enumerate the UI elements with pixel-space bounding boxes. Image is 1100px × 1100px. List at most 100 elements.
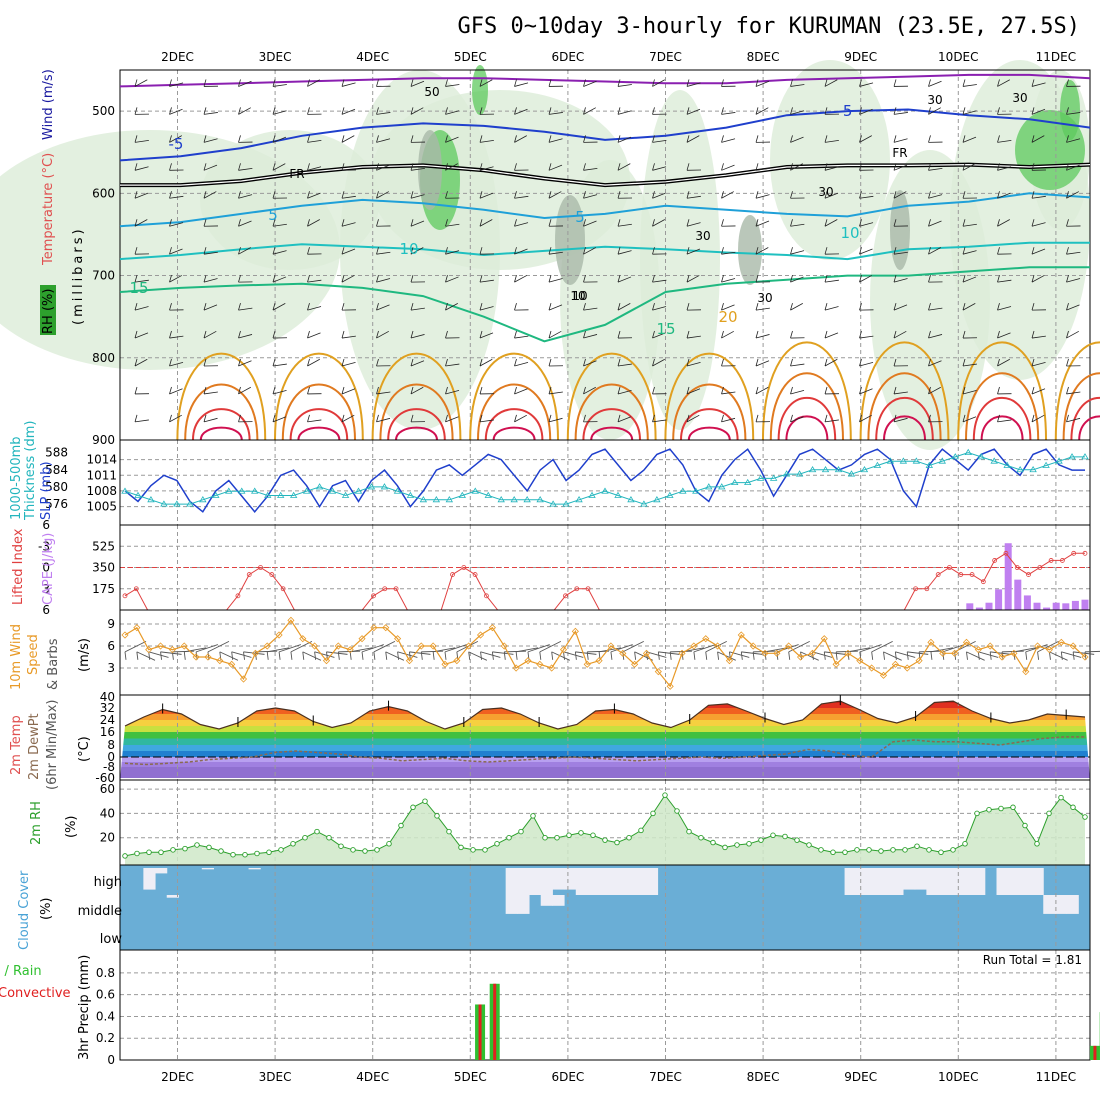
wind-barb bbox=[790, 276, 804, 283]
wind-barb-flag bbox=[238, 79, 241, 87]
cloud-clear-cell bbox=[540, 895, 553, 906]
wind-barb-flag bbox=[238, 302, 241, 311]
wind-barb bbox=[1031, 82, 1046, 87]
temp-band bbox=[120, 745, 1090, 751]
wind-barb-flag bbox=[376, 330, 379, 339]
li-tick-label: -3 bbox=[38, 539, 50, 553]
wind-barb-flag bbox=[657, 651, 660, 660]
rh-marker bbox=[266, 849, 272, 856]
wind-barb-flag bbox=[997, 247, 1000, 255]
wind-speed-marker bbox=[654, 668, 662, 676]
wind-barb bbox=[548, 251, 563, 255]
cloud-clear-cell bbox=[1008, 868, 1021, 895]
wind-barb-flag bbox=[514, 135, 517, 143]
rh-marker bbox=[782, 833, 788, 840]
wind-barb-flag bbox=[686, 219, 690, 227]
wind-barb bbox=[203, 112, 218, 115]
wind-barb bbox=[376, 391, 391, 395]
rh-marker bbox=[1070, 804, 1076, 811]
wind-barb bbox=[824, 166, 839, 171]
wind-barb-flag bbox=[893, 302, 897, 311]
rh-marker bbox=[278, 847, 284, 853]
wind-barb bbox=[1031, 222, 1046, 227]
panel-cloud-cover bbox=[119, 864, 1091, 951]
thickness-marker bbox=[743, 478, 752, 486]
wind-barb-flag bbox=[755, 219, 759, 227]
wind-barb-flag bbox=[376, 219, 379, 227]
wind-barb-flag bbox=[203, 247, 207, 255]
cloud-clear-cell bbox=[645, 868, 659, 895]
isotherm-label: 15 bbox=[656, 320, 675, 338]
wind-barb-flag bbox=[548, 330, 552, 339]
wind-barb bbox=[203, 330, 217, 339]
wind-barb-flag bbox=[686, 386, 690, 395]
wind-barb bbox=[445, 223, 460, 227]
cloud-clear-cell bbox=[505, 895, 518, 914]
rh-marker bbox=[410, 804, 416, 811]
wind-speed-marker bbox=[334, 642, 342, 650]
wind-barb bbox=[134, 166, 149, 171]
wind-barb-flag bbox=[617, 163, 621, 171]
wind-barb bbox=[361, 644, 384, 653]
wind-barb bbox=[548, 391, 563, 395]
p1-temp-label: Temperature (°C) bbox=[41, 153, 56, 266]
wind-barb bbox=[928, 107, 941, 115]
wind-barb-flag bbox=[824, 302, 828, 311]
wind-barb-flag bbox=[824, 79, 828, 87]
wind-barb bbox=[160, 651, 182, 655]
lifted-index-marker bbox=[563, 593, 568, 599]
wind-barb bbox=[575, 651, 597, 655]
bottom-day-label: 7DEC bbox=[649, 1070, 682, 1084]
rh-marker bbox=[986, 806, 992, 813]
wind-barb-flag bbox=[721, 275, 724, 283]
wind-barb bbox=[893, 417, 908, 423]
wind-barb-flag bbox=[859, 135, 862, 143]
isotherm-warm-arch bbox=[484, 408, 544, 441]
temp-band bbox=[120, 767, 1090, 778]
rh-marker bbox=[878, 848, 884, 854]
wind-barb bbox=[652, 219, 665, 227]
wind-barb-flag bbox=[962, 107, 966, 115]
wind-barb-flag bbox=[977, 651, 980, 660]
isotherm-warm-arch bbox=[184, 383, 259, 441]
wind-barb bbox=[893, 391, 908, 395]
wind-barb bbox=[859, 135, 872, 143]
cape-bar bbox=[1004, 543, 1012, 610]
thickness-marker bbox=[445, 496, 454, 503]
wind-barb bbox=[445, 416, 459, 423]
isotherm-warm-arch bbox=[964, 372, 1040, 441]
temp-tick-label: 0 bbox=[107, 750, 115, 764]
thickness-marker bbox=[718, 483, 726, 490]
temp-tick-label: 24 bbox=[100, 713, 115, 727]
wind-speed-marker bbox=[642, 649, 651, 657]
wind-barb-flag bbox=[686, 302, 690, 311]
wind-barb-flag bbox=[583, 163, 586, 171]
wind-barb-flag bbox=[539, 651, 542, 660]
wind-barb-flag bbox=[617, 107, 621, 115]
wind-barb bbox=[652, 192, 666, 199]
isotherm-warm-arch bbox=[176, 352, 267, 441]
wind-barb-flag bbox=[824, 247, 828, 255]
rh-contour-label: 30 bbox=[818, 185, 833, 199]
wind-barb-flag bbox=[136, 651, 139, 660]
wind-barb bbox=[928, 307, 943, 311]
wind-barb bbox=[134, 419, 149, 423]
rh-shading-dense bbox=[418, 130, 442, 210]
wind-barb bbox=[686, 335, 701, 339]
wind-barb-flag bbox=[893, 358, 897, 367]
wind-barb bbox=[307, 358, 320, 367]
wind-barb-flag bbox=[617, 386, 621, 395]
thickness-marker bbox=[212, 491, 220, 498]
wind-barb bbox=[895, 651, 916, 658]
wind-barb bbox=[527, 644, 550, 653]
wind-barb-flag bbox=[928, 302, 931, 311]
wind-barb bbox=[134, 79, 148, 87]
wind-barb-flag bbox=[871, 651, 874, 660]
wind-barb bbox=[307, 306, 322, 311]
wind-barb-flag bbox=[169, 275, 172, 283]
wind-barb-flag bbox=[171, 651, 174, 660]
wind-barb-flag bbox=[376, 163, 379, 171]
wind-barb-flag bbox=[479, 191, 483, 199]
wind-barb-flag bbox=[445, 79, 448, 87]
wind-barb-flag bbox=[290, 651, 293, 660]
